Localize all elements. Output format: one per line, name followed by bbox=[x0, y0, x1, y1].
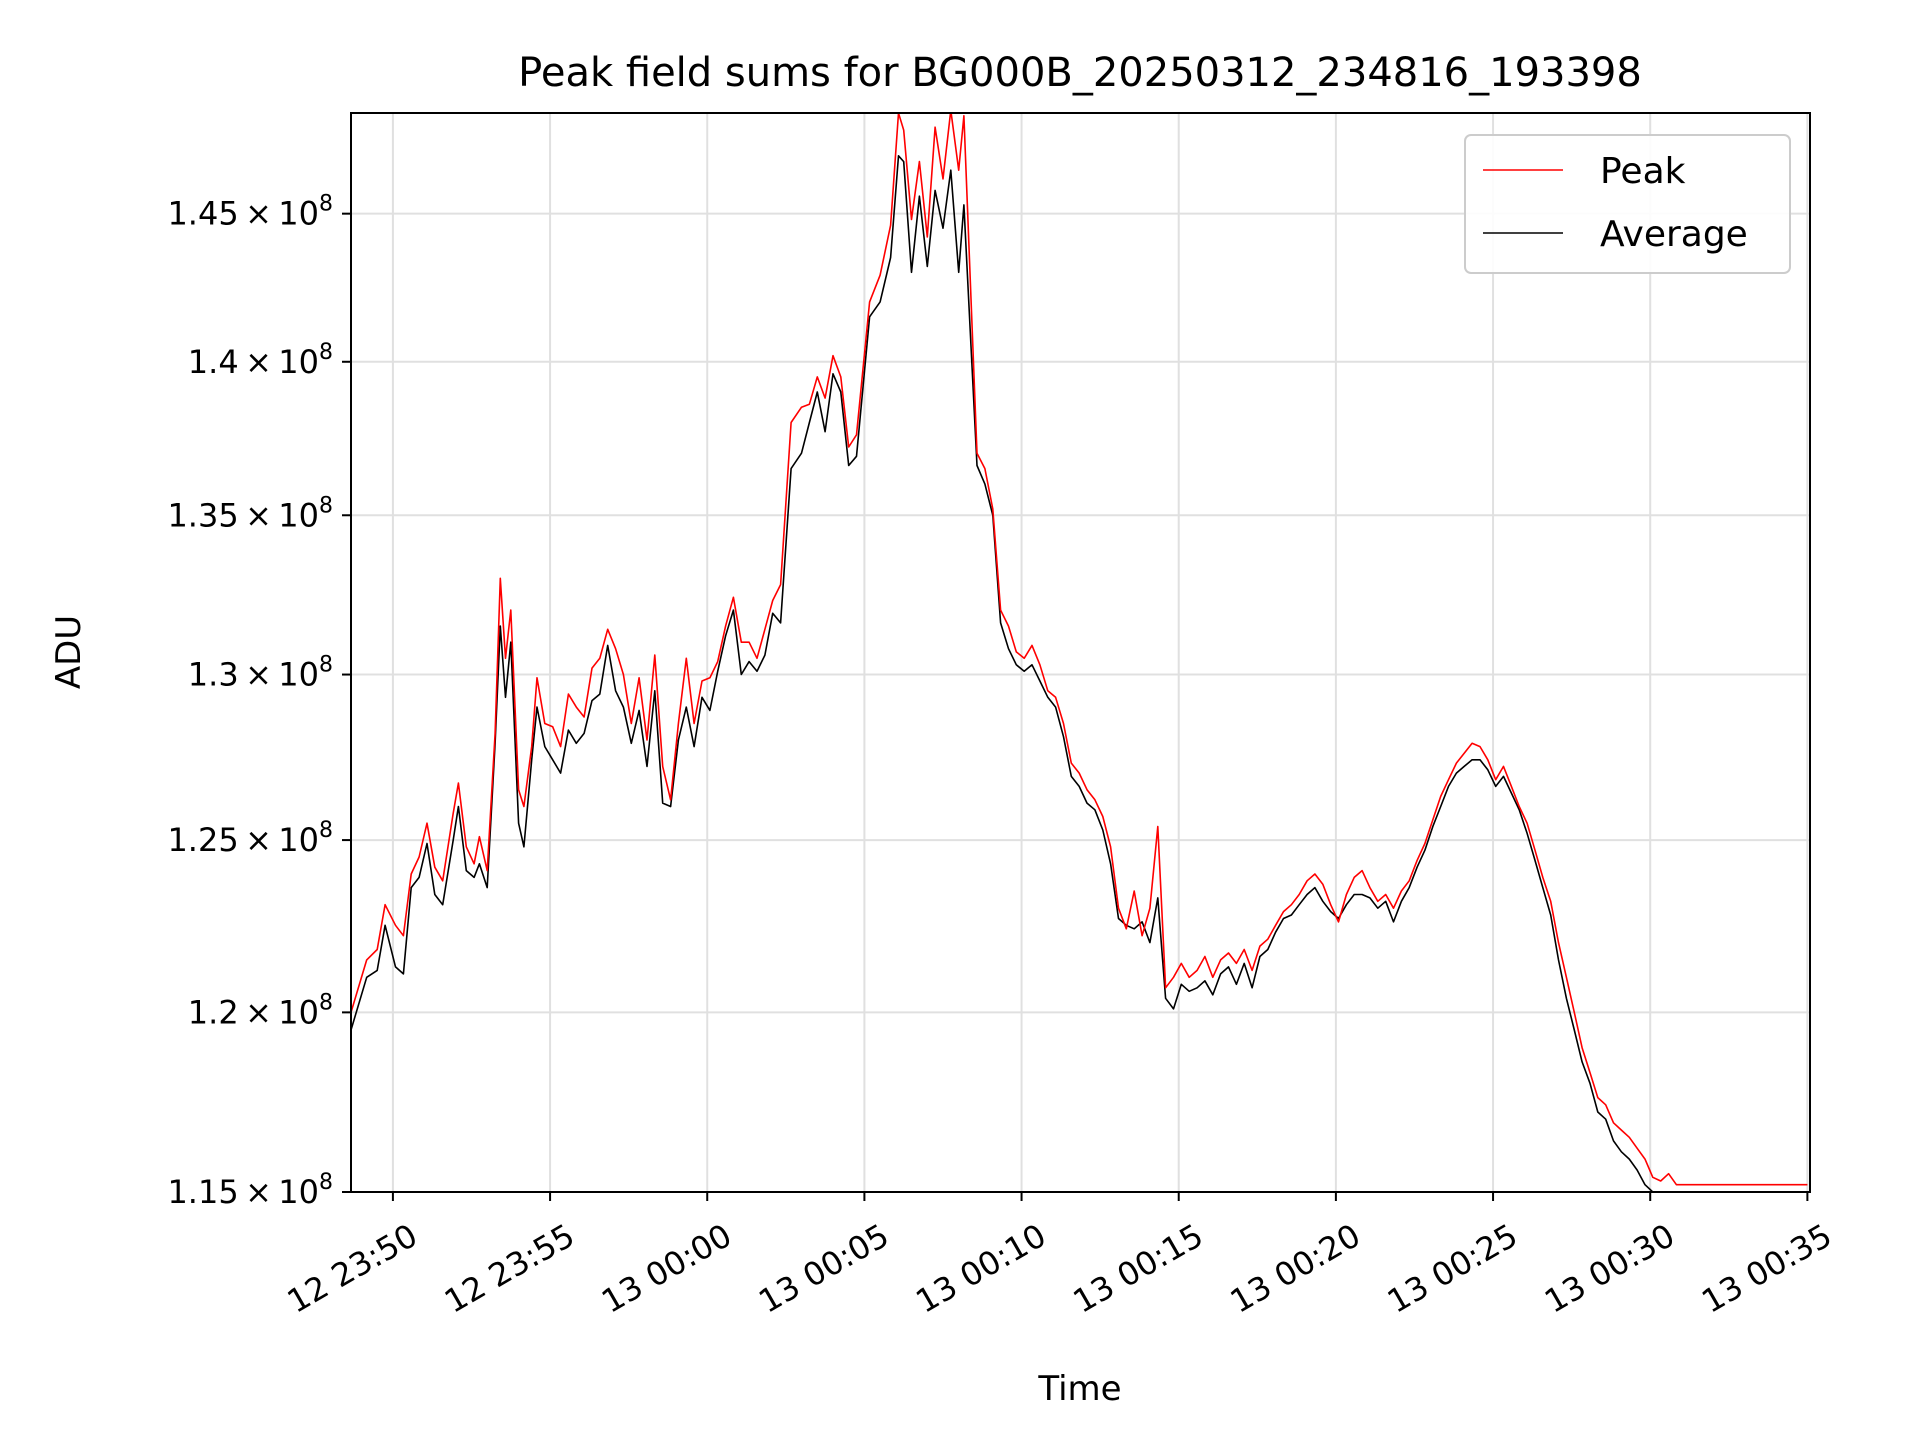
y-tick-label: 1.4 × 108 bbox=[188, 340, 333, 381]
y-tick-label: 1.45 × 108 bbox=[167, 192, 333, 233]
x-axis-label: Time bbox=[1037, 1369, 1121, 1409]
series-lines bbox=[351, 113, 1808, 1192]
y-tick-label: 1.2 × 108 bbox=[188, 990, 333, 1031]
grid bbox=[351, 113, 1810, 1193]
y-axis-ticks: 1.15 × 108 1.2 × 108 1.25 × 108 1.3 × 108 1.… bbox=[167, 192, 351, 1211]
y-axis-label: ADU bbox=[49, 615, 89, 689]
y-tick-label: 1.3 × 108 bbox=[188, 653, 333, 694]
series-average-line bbox=[351, 155, 1677, 1192]
y-tick-label: 1.25 × 108 bbox=[167, 818, 333, 859]
legend-average-label: Average bbox=[1600, 214, 1748, 255]
y-tick-label: 1.35 × 108 bbox=[167, 493, 333, 534]
y-tick-label: 1.15 × 108 bbox=[167, 1170, 333, 1211]
legend-peak-label: Peak bbox=[1600, 151, 1686, 192]
plot-frame bbox=[350, 112, 1811, 1193]
chart-title: Peak field sums for BG000B_20250312_2348… bbox=[518, 50, 1642, 96]
series-peak-line bbox=[351, 113, 1808, 1186]
legend: Peak Average bbox=[1464, 134, 1791, 274]
